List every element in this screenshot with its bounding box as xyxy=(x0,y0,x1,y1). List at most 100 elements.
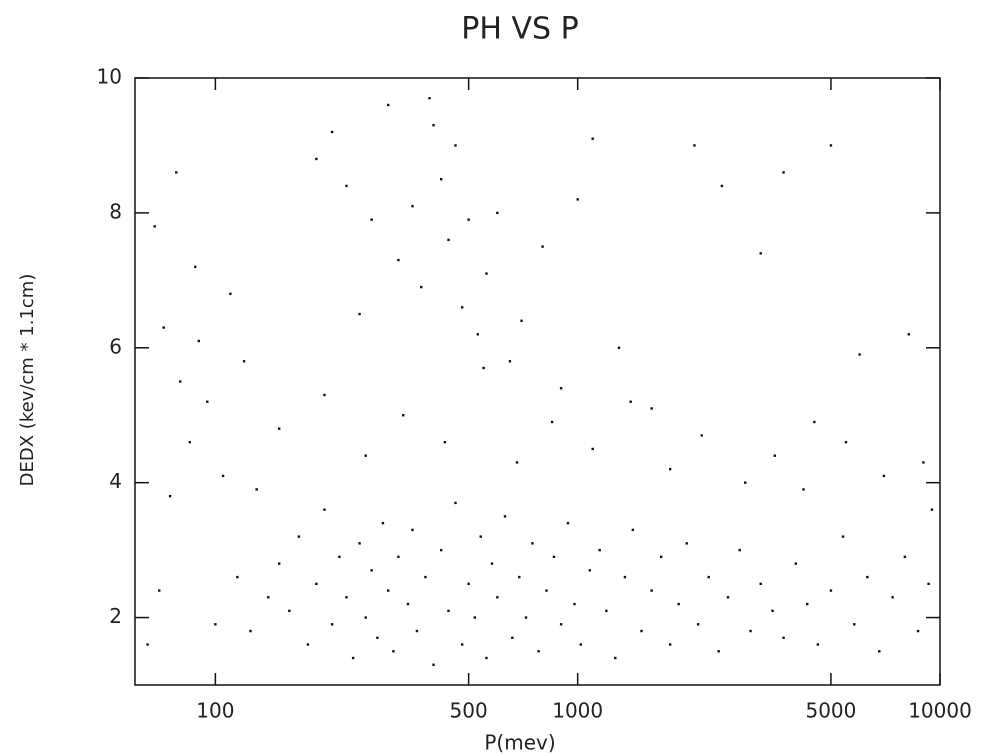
point xyxy=(179,380,182,383)
point xyxy=(591,137,594,140)
point xyxy=(249,629,252,633)
point xyxy=(738,548,741,552)
point xyxy=(485,656,488,660)
point xyxy=(576,198,579,201)
point xyxy=(381,521,385,525)
point xyxy=(545,589,548,592)
x-axis-label: P(mev) xyxy=(484,731,555,755)
point xyxy=(206,400,209,403)
point xyxy=(550,420,554,424)
point xyxy=(930,508,934,511)
point xyxy=(640,629,643,633)
point xyxy=(221,474,225,478)
point xyxy=(443,441,447,444)
point xyxy=(370,218,373,221)
point xyxy=(358,312,361,316)
point xyxy=(467,582,470,586)
point xyxy=(387,589,390,592)
point xyxy=(364,616,367,619)
y-axis-label: DEDX (kev/cm * 1.1cm) xyxy=(17,274,38,487)
point xyxy=(447,609,450,613)
point xyxy=(617,346,621,349)
point xyxy=(707,575,710,579)
point xyxy=(387,103,390,107)
y-tick-label: 2 xyxy=(109,604,122,628)
point xyxy=(891,596,894,599)
point xyxy=(482,366,485,370)
point xyxy=(559,387,563,390)
point xyxy=(277,427,281,430)
x-tick-label: 1000 xyxy=(552,699,603,723)
point xyxy=(168,494,172,498)
point xyxy=(146,643,149,646)
point xyxy=(552,555,556,559)
point xyxy=(700,434,703,437)
point xyxy=(447,238,450,242)
point xyxy=(829,589,833,592)
point xyxy=(841,535,845,538)
point xyxy=(306,643,310,646)
point xyxy=(197,339,200,343)
point xyxy=(907,333,910,336)
point xyxy=(794,562,798,565)
point xyxy=(782,171,785,174)
point xyxy=(508,360,512,363)
point xyxy=(717,650,720,653)
point xyxy=(267,596,270,599)
point xyxy=(364,454,367,457)
point xyxy=(802,488,805,491)
point xyxy=(668,643,672,646)
point xyxy=(297,535,301,538)
point xyxy=(288,609,291,613)
point xyxy=(330,130,334,134)
point xyxy=(439,548,443,552)
point xyxy=(927,582,930,586)
point xyxy=(773,454,777,457)
y-tick-label: 10 xyxy=(97,65,122,89)
point xyxy=(476,333,479,336)
point xyxy=(490,562,494,565)
point xyxy=(330,623,334,626)
point xyxy=(916,629,920,633)
point xyxy=(214,623,217,626)
point xyxy=(315,582,318,586)
point xyxy=(650,407,653,410)
point xyxy=(866,575,869,579)
point xyxy=(277,562,281,565)
point xyxy=(903,555,907,559)
point xyxy=(454,144,457,147)
point xyxy=(858,353,861,356)
point xyxy=(503,515,507,518)
plot-frame xyxy=(134,77,941,686)
point xyxy=(759,582,762,586)
point xyxy=(406,602,410,606)
point xyxy=(650,589,653,592)
point xyxy=(853,623,856,626)
point xyxy=(439,177,443,181)
point xyxy=(614,656,617,660)
point xyxy=(351,656,355,660)
point xyxy=(402,414,405,417)
point xyxy=(376,636,379,639)
point xyxy=(158,589,161,592)
point xyxy=(844,441,848,444)
point xyxy=(432,124,435,127)
x-tick-label: 10000 xyxy=(908,699,972,723)
point xyxy=(255,488,258,491)
x-tick-label: 100 xyxy=(196,699,234,723)
point xyxy=(392,650,395,653)
point xyxy=(460,306,464,309)
point xyxy=(411,528,414,532)
point xyxy=(559,623,563,626)
point xyxy=(345,596,348,599)
point xyxy=(623,575,627,579)
point xyxy=(520,319,523,322)
point xyxy=(813,420,816,424)
point xyxy=(629,400,632,403)
point xyxy=(541,245,544,248)
point xyxy=(685,542,688,545)
point xyxy=(771,609,774,613)
point xyxy=(566,521,570,525)
point xyxy=(524,616,528,619)
